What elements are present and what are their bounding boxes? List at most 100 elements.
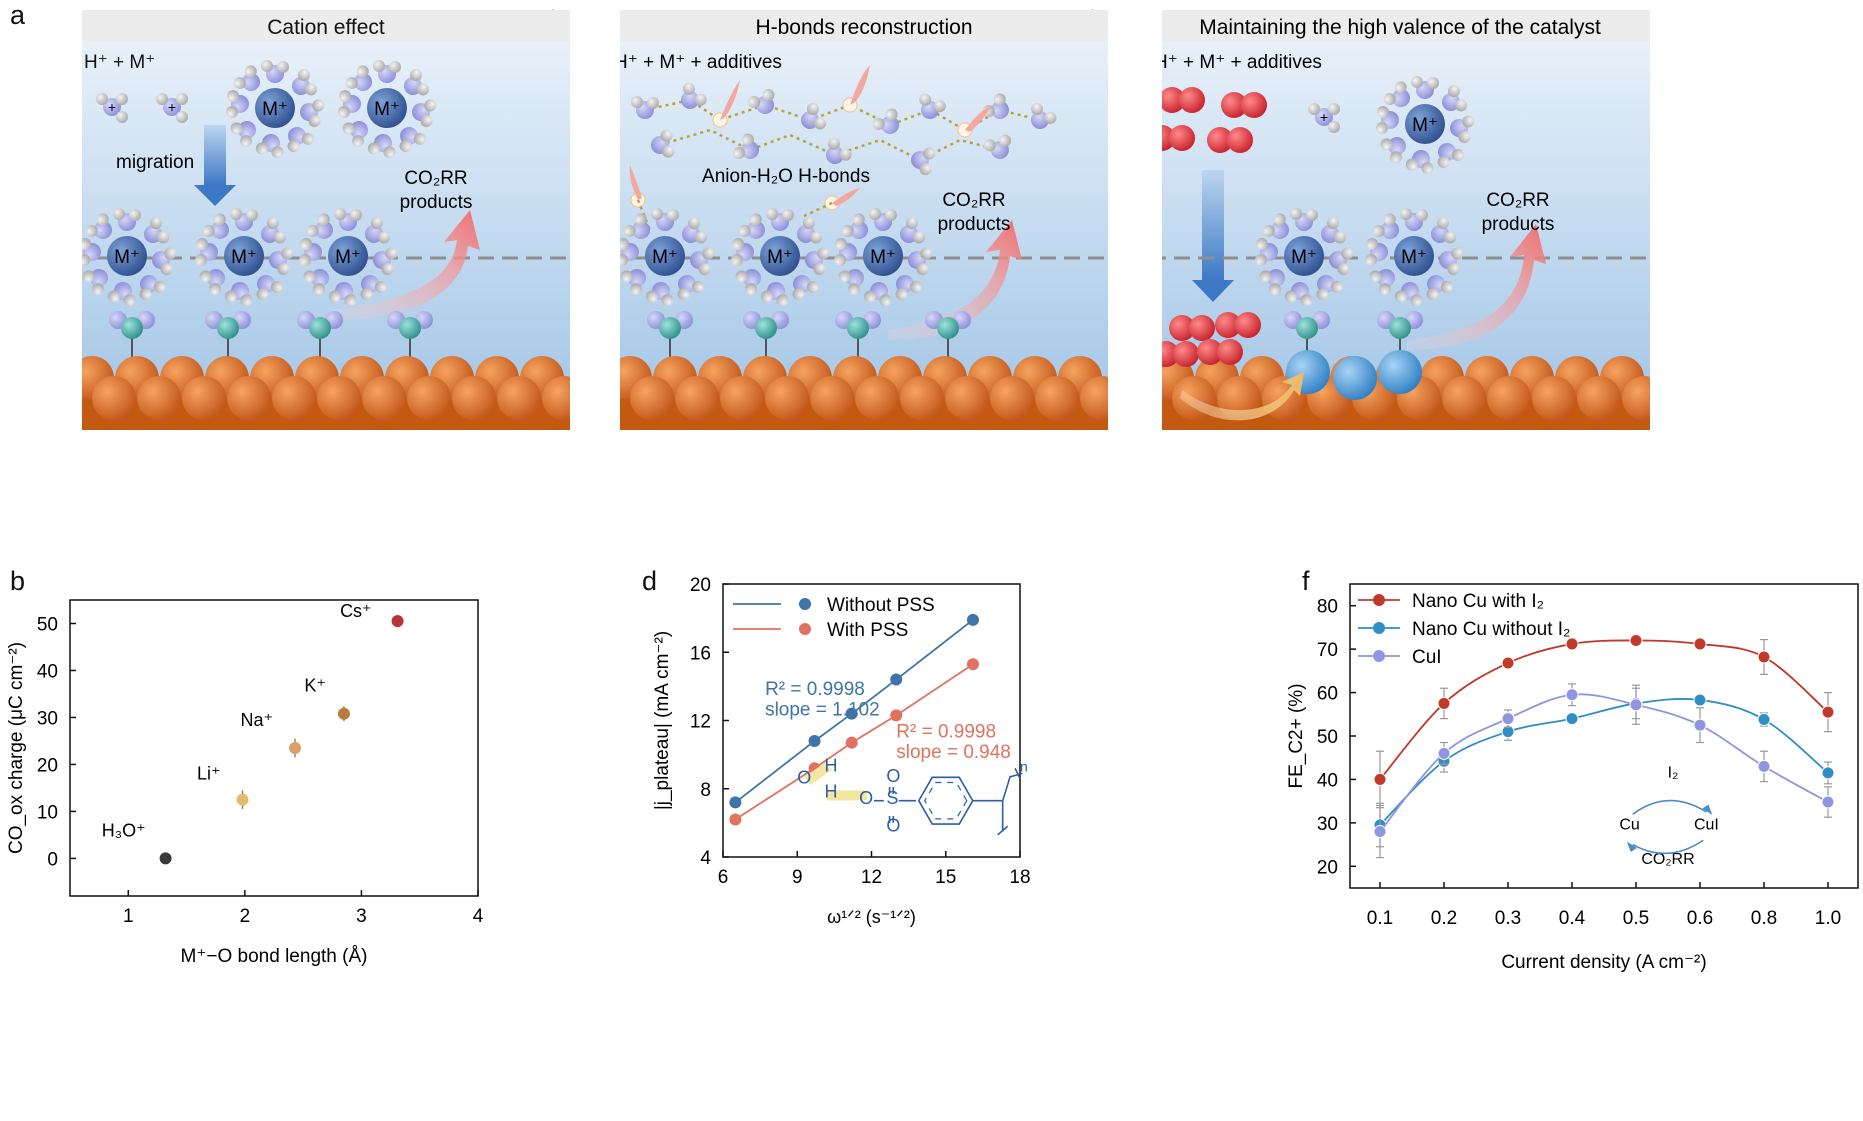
legend-label: Without PSS: [827, 595, 935, 616]
y-tick-label: 50: [37, 614, 58, 635]
scheme-e-title: Maintaining the high valence of the cata…: [1199, 16, 1601, 39]
x-tick-label: 6: [718, 867, 729, 888]
hydrated-cation-icon: M⁺: [195, 208, 294, 307]
data-point: [1437, 696, 1451, 710]
iodine-icon: [1162, 87, 1205, 113]
data-point: [1757, 759, 1771, 773]
iodine-icon: [1162, 125, 1195, 151]
atom-label: S: [886, 788, 898, 808]
data-point: [1821, 766, 1835, 780]
data-point: [1757, 712, 1771, 726]
x-axis-label: ω¹ᐟ² (s⁻¹ᐟ²): [827, 907, 916, 927]
data-point: [1373, 772, 1387, 786]
migration-arrow-icon: [1180, 372, 1304, 421]
atom-label: H: [824, 781, 837, 801]
r2-annotation: R² = 0.9998: [896, 722, 996, 743]
data-point: [966, 658, 979, 671]
panel-label-f: f: [1302, 566, 1310, 596]
y-axis-label: CO_ox charge (μC cm⁻²): [6, 642, 27, 854]
svg-text:M⁺: M⁺: [767, 247, 793, 268]
x-tick-label: 0.4: [1559, 908, 1586, 929]
y-tick-label: 10: [37, 802, 58, 823]
panel-label-b: b: [10, 566, 26, 596]
y-tick-label: 16: [690, 643, 711, 664]
x-tick-label: 18: [1009, 867, 1030, 888]
y-tick-label: 20: [690, 575, 711, 596]
chart-d-svg: 6 9 12 15 18 4 8 12 16 20 ω¹ᐟ² (s⁻¹ᐟ²) |j_plateau| …: [652, 575, 1031, 927]
bracket-line: [1014, 767, 1021, 779]
proton-icon: +: [1308, 103, 1340, 133]
legend-marker: [799, 623, 811, 635]
data-point: [729, 813, 742, 826]
products-label-2: products: [1482, 214, 1555, 235]
proton-icon: +: [96, 93, 128, 123]
svg-text:M⁺: M⁺: [652, 247, 678, 268]
svg-text:M⁺: M⁺: [374, 99, 400, 120]
x-tick-label: 4: [473, 906, 484, 927]
proton-icon: +: [156, 93, 188, 123]
hbond-network: [631, 65, 1060, 177]
scheme-e-svg: Maintaining the high valence of the cata…: [1162, 10, 1650, 430]
y-tick-label: 50: [1317, 727, 1338, 748]
slope-annotation: slope = 1.102: [765, 699, 880, 720]
cycle-arrow-top: [1632, 799, 1707, 815]
x-tick-label: 0.2: [1431, 908, 1457, 929]
x-tick-label: 0.6: [1687, 908, 1713, 929]
svg-text:M⁺: M⁺: [1412, 115, 1438, 136]
data-point: [391, 615, 404, 628]
hydrated-cation-icon: M⁺: [338, 60, 437, 159]
products-label-1: CO₂RR: [1486, 190, 1549, 211]
benzene-ring: [917, 776, 974, 825]
data-point: [1565, 637, 1579, 651]
x-tick-label: 0.5: [1623, 908, 1649, 929]
data-point: [1821, 705, 1835, 719]
x-tick-label: 2: [240, 906, 251, 927]
x-tick-label: 3: [356, 906, 367, 927]
data-point: [1757, 650, 1771, 664]
data-point: [236, 793, 249, 806]
hydrated-cation-icon: M⁺: [731, 208, 830, 307]
products-label-2: products: [400, 192, 473, 213]
scheme-a-title: Cation effect: [267, 16, 385, 39]
atom-label: O: [886, 766, 900, 786]
products-label-2: products: [938, 214, 1011, 235]
y-tick-label: 30: [1317, 814, 1338, 835]
chart-b: 1 2 3 4 0 10 20 30 40 50 M⁺−O bond length (Å) CO_ox…: [0, 566, 500, 986]
svg-text:M⁺: M⁺: [114, 247, 140, 268]
x-tick-label: 1: [123, 906, 134, 927]
svg-text:+: +: [108, 99, 116, 115]
legend-marker: [1373, 622, 1385, 634]
data-point: [1693, 693, 1707, 707]
svg-text:M⁺: M⁺: [1291, 247, 1317, 268]
data-point: [1629, 698, 1643, 712]
migration-label: migration: [116, 152, 194, 173]
point-label: Cs⁺: [340, 601, 372, 621]
panel-label-d: d: [642, 566, 658, 596]
y-tick-label: 80: [1317, 597, 1338, 618]
cycle-label-right: CuI: [1694, 816, 1719, 833]
x-tick-label: 0.1: [1367, 908, 1393, 929]
products-label-1: CO₂RR: [404, 168, 467, 189]
chart-f: 0.1 0.2 0.3 0.4 0.5 0.6 0.8 1.0 20 30 40 50 60 70 80 Cu…: [1230, 566, 1860, 986]
scheme-panel-e: Maintaining the high valence of the cata…: [1162, 10, 1650, 500]
hbond-highlight: [804, 761, 832, 785]
y-tick-label: 70: [1317, 640, 1338, 661]
svg-text:M⁺: M⁺: [262, 99, 288, 120]
arrowhead-icon: [1626, 841, 1637, 852]
data-point: [1373, 825, 1387, 839]
atom-label: O: [859, 788, 873, 808]
scheme-a-svg: Cation effect H⁺ + M⁺ + + M⁺ M⁺ migratio…: [82, 10, 570, 430]
point-label: H₃O⁺: [102, 820, 146, 840]
x-axis-label: M⁺−O bond length (Å): [181, 946, 368, 967]
legend-label: CuI: [1412, 647, 1442, 668]
svg-text:+: +: [1320, 109, 1328, 125]
cycle-label-bottom: CO₂RR: [1641, 851, 1694, 868]
scheme-c-electrolyte: H⁺ + M⁺ + additives: [620, 52, 782, 73]
y-tick-label: 8: [700, 780, 711, 801]
cycle-label-top: I₂: [1668, 764, 1679, 781]
products-arrow-icon: [888, 220, 1022, 340]
data-point: [1565, 712, 1579, 726]
x-tick-label: 12: [861, 867, 882, 888]
hydrated-cation-icon: M⁺: [1365, 208, 1464, 307]
